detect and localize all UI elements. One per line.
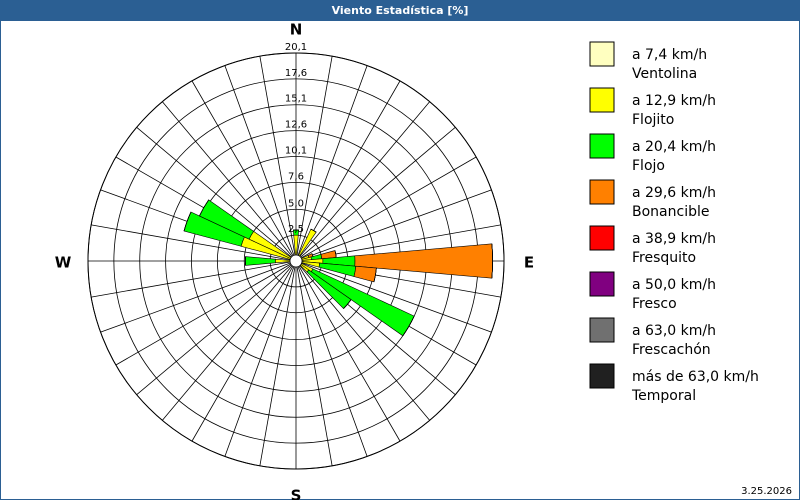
spoke <box>298 265 401 442</box>
legend-swatch <box>589 87 615 113</box>
legend-sublabel: Fresquito <box>632 250 696 266</box>
spoke <box>136 126 292 258</box>
overlay: 2,5 5,0 7,6 10,1 12,6 15,1 17,6 20,1 N E S W <box>55 21 534 500</box>
legend-swatch <box>589 271 615 297</box>
spoke <box>296 266 333 466</box>
y-tick-label: 17,6 <box>285 68 307 79</box>
spoke <box>91 224 291 261</box>
spoke <box>298 80 401 257</box>
legend-label: a 20,4 km/h <box>632 139 716 155</box>
legend-label: a 50,0 km/h <box>632 277 716 293</box>
spoke <box>296 56 333 256</box>
spoke <box>191 80 294 257</box>
spoke <box>224 266 295 457</box>
legend-swatch <box>589 363 615 389</box>
spoke <box>297 266 368 457</box>
legend-sublabel: Flojo <box>632 158 665 174</box>
spoke <box>299 101 431 257</box>
wind-segment <box>343 299 352 309</box>
legend-swatch <box>589 133 615 159</box>
spoke <box>191 265 294 442</box>
legend-label: a 12,9 km/h <box>632 93 716 109</box>
spoke <box>224 65 295 256</box>
spoke <box>161 265 293 421</box>
compass-label: N <box>290 21 303 39</box>
legend-label: a 38,9 km/h <box>632 231 716 247</box>
spoke <box>300 156 477 259</box>
spoke <box>299 265 431 421</box>
wind-segment <box>244 256 276 266</box>
spoke <box>259 266 296 466</box>
y-tick-label: 7,6 <box>288 171 304 182</box>
wind-segment <box>491 243 493 279</box>
title-bar: Viento Estadística [%] <box>1 1 799 21</box>
spoke <box>136 264 292 396</box>
legend-label: a 7,4 km/h <box>632 47 707 63</box>
legend-sublabel: Ventolina <box>632 66 697 82</box>
legend-swatch <box>589 179 615 205</box>
y-tick-label: 5,0 <box>288 198 304 209</box>
y-tick-label: 20,1 <box>285 42 307 53</box>
spoke <box>297 65 368 256</box>
legend-swatch <box>589 41 615 67</box>
legend-sublabel: Bonancible <box>632 204 709 220</box>
center-hole <box>289 254 303 268</box>
y-tick-label: 10,1 <box>285 145 307 156</box>
spoke <box>100 262 291 333</box>
spoke <box>91 261 291 298</box>
footer-date: 3.25.2026 <box>741 486 792 497</box>
legend-swatch <box>589 225 615 251</box>
legend-label: a 29,6 km/h <box>632 185 716 201</box>
spoke <box>301 189 492 260</box>
spoke <box>301 262 492 333</box>
y-tick-label: 2,5 <box>288 224 304 235</box>
bars <box>183 199 493 337</box>
legend-swatch <box>589 317 615 343</box>
y-tick-label: 12,6 <box>285 120 307 131</box>
legend-label: a 63,0 km/h <box>632 323 716 339</box>
legend-sublabel: Frescachón <box>632 342 711 358</box>
wind-segment <box>353 265 377 283</box>
spoke <box>161 101 293 257</box>
legend-sublabel: Flojito <box>632 112 674 128</box>
legend-sublabel: Fresco <box>632 296 677 312</box>
spoke <box>300 126 456 258</box>
compass-label: S <box>291 487 302 500</box>
y-tick-label: 15,1 <box>285 94 307 105</box>
spoke <box>259 56 296 256</box>
compass-label: E <box>524 254 534 272</box>
legend-label: más de 63,0 km/h <box>632 369 759 385</box>
spoke <box>115 263 292 366</box>
compass-label: W <box>55 254 72 272</box>
legend-sublabel: Temporal <box>631 388 696 404</box>
